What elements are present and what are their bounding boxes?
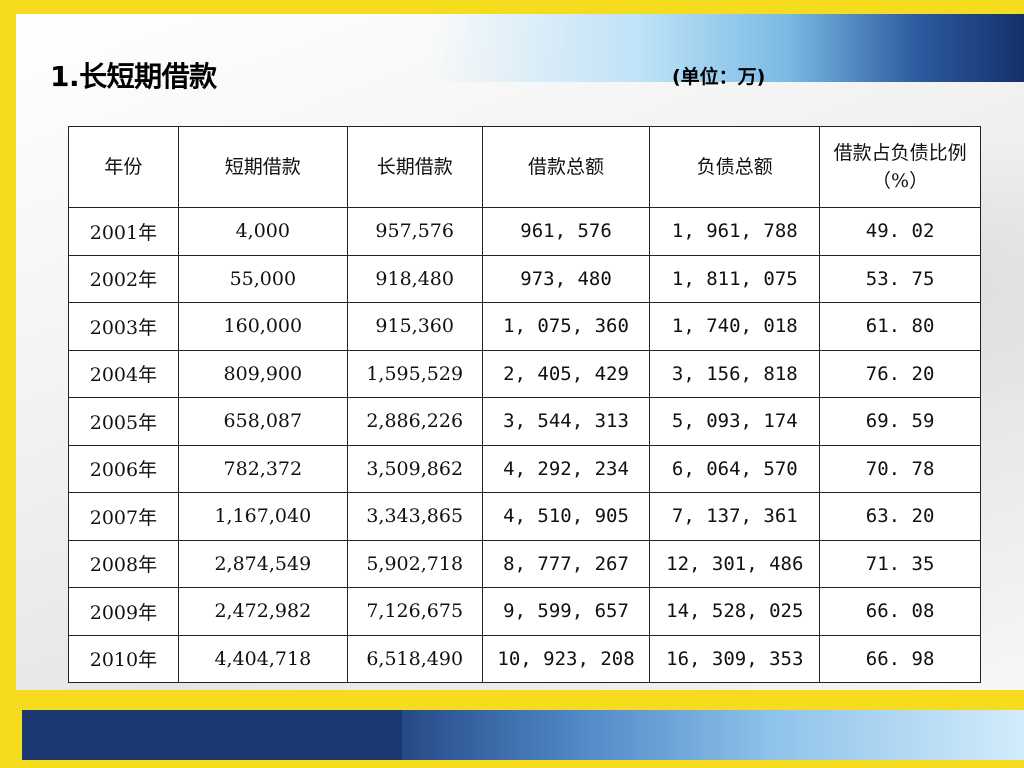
- cell-loan-ratio: 76. 20: [819, 349, 981, 398]
- cell-loan-ratio: 66. 98: [819, 634, 981, 683]
- cell-long-term-loan: 1,595,529: [346, 349, 483, 398]
- cell-long-term-loan: 915,360: [346, 302, 483, 351]
- unit-label: (单位：万): [672, 66, 766, 88]
- header-loan-ratio-label: 借款占负债比例（%）: [833, 142, 967, 192]
- table-row: 2004年 809,900 1,595,529 2, 405, 429 3, 156, …: [68, 349, 981, 398]
- slide-frame-top: [0, 0, 1024, 14]
- cell-total-liabilities: 1, 740, 018: [649, 302, 821, 351]
- cell-long-term-loan: 2,886,226: [346, 397, 483, 446]
- header-year: 年份: [68, 126, 179, 208]
- cell-total-liabilities: 5, 093, 174: [649, 397, 821, 446]
- cell-total-liabilities: 7, 137, 361: [649, 492, 821, 541]
- cell-short-term-loan: 809,900: [177, 349, 348, 398]
- cell-loan-ratio: 49. 02: [819, 207, 981, 256]
- cell-long-term-loan: 7,126,675: [346, 587, 483, 636]
- cell-loan-ratio: 61. 80: [819, 302, 981, 351]
- cell-loan-ratio: 63. 20: [819, 492, 981, 541]
- cell-loan-ratio: 53. 75: [819, 254, 981, 303]
- cell-year: 2006年: [68, 444, 179, 493]
- cell-short-term-loan: 4,404,718: [177, 634, 348, 683]
- cell-total-loan: 4, 292, 234: [481, 444, 651, 493]
- cell-year: 2003年: [68, 302, 179, 351]
- cell-long-term-loan: 6,518,490: [346, 634, 483, 683]
- cell-year: 2005年: [68, 397, 179, 446]
- loan-table: 年份 短期借款 长期借款 借款总额 负债总额 借款占负债比例（%） 2001年 4…: [68, 126, 981, 683]
- cell-short-term-loan: 2,874,549: [177, 539, 348, 588]
- cell-year: 2010年: [68, 634, 179, 683]
- cell-short-term-loan: 55,000: [177, 254, 348, 303]
- cell-year: 2004年: [68, 349, 179, 398]
- cell-total-loan: 973, 480: [481, 254, 651, 303]
- cell-short-term-loan: 4,000: [177, 207, 348, 256]
- cell-long-term-loan: 5,902,718: [346, 539, 483, 588]
- table-row: 2009年 2,472,982 7,126,675 9, 599, 657 14, 52…: [68, 587, 981, 636]
- cell-total-loan: 10, 923, 208: [481, 634, 651, 683]
- table-row: 2005年 658,087 2,886,226 3, 544, 313 5, 093, …: [68, 397, 981, 446]
- cell-total-liabilities: 6, 064, 570: [649, 444, 821, 493]
- cell-year: 2002年: [68, 254, 179, 303]
- cell-long-term-loan: 3,509,862: [346, 444, 483, 493]
- cell-short-term-loan: 1,167,040: [177, 492, 348, 541]
- header-total-loan: 借款总额: [481, 126, 651, 208]
- cell-total-liabilities: 12, 301, 486: [649, 539, 821, 588]
- header-gradient-band: [430, 14, 1024, 82]
- cell-short-term-loan: 2,472,982: [177, 587, 348, 636]
- cell-long-term-loan: 918,480: [346, 254, 483, 303]
- table-row: 2006年 782,372 3,509,862 4, 292, 234 6, 064, …: [68, 444, 981, 493]
- header-loan-ratio: 借款占负债比例（%）: [819, 126, 981, 208]
- header-long-term-loan: 长期借款: [346, 126, 483, 208]
- slide-frame-left: [0, 0, 16, 768]
- cell-year: 2009年: [68, 587, 179, 636]
- cell-year: 2001年: [68, 207, 179, 256]
- cell-total-loan: 961, 576: [481, 207, 651, 256]
- table-row: 2001年 4,000 957,576 961, 576 1, 961, 788 49. …: [68, 207, 981, 256]
- header-total-liabilities: 负债总额: [649, 126, 821, 208]
- cell-total-loan: 1, 075, 360: [481, 302, 651, 351]
- cell-total-liabilities: 1, 811, 075: [649, 254, 821, 303]
- table-row: 2010年 4,404,718 6,518,490 10, 923, 208 16, 3…: [68, 634, 981, 683]
- cell-loan-ratio: 70. 78: [819, 444, 981, 493]
- cell-total-loan: 8, 777, 267: [481, 539, 651, 588]
- table-header-row: 年份 短期借款 长期借款 借款总额 负债总额 借款占负债比例（%）: [68, 126, 981, 208]
- table-row: 2003年 160,000 915,360 1, 075, 360 1, 740, 01…: [68, 302, 981, 351]
- cell-year: 2008年: [68, 539, 179, 588]
- cell-total-liabilities: 3, 156, 818: [649, 349, 821, 398]
- footer-dark-band: [22, 710, 402, 760]
- cell-total-liabilities: 1, 961, 788: [649, 207, 821, 256]
- cell-total-loan: 4, 510, 905: [481, 492, 651, 541]
- cell-loan-ratio: 66. 08: [819, 587, 981, 636]
- cell-total-loan: 3, 544, 313: [481, 397, 651, 446]
- table-row: 2007年 1,167,040 3,343,865 4, 510, 905 7, 137…: [68, 492, 981, 541]
- cell-year: 2007年: [68, 492, 179, 541]
- header-short-term-loan: 短期借款: [177, 126, 348, 208]
- cell-short-term-loan: 160,000: [177, 302, 348, 351]
- cell-long-term-loan: 3,343,865: [346, 492, 483, 541]
- cell-loan-ratio: 69. 59: [819, 397, 981, 446]
- cell-long-term-loan: 957,576: [346, 207, 483, 256]
- table-row: 2002年 55,000 918,480 973, 480 1, 811, 075 53.…: [68, 254, 981, 303]
- cell-total-loan: 2, 405, 429: [481, 349, 651, 398]
- cell-total-loan: 9, 599, 657: [481, 587, 651, 636]
- cell-short-term-loan: 658,087: [177, 397, 348, 446]
- cell-total-liabilities: 14, 528, 025: [649, 587, 821, 636]
- slide-title: 1.长短期借款: [50, 60, 217, 93]
- cell-loan-ratio: 71. 35: [819, 539, 981, 588]
- table-row: 2008年 2,874,549 5,902,718 8, 777, 267 12, 30…: [68, 539, 981, 588]
- cell-short-term-loan: 782,372: [177, 444, 348, 493]
- cell-total-liabilities: 16, 309, 353: [649, 634, 821, 683]
